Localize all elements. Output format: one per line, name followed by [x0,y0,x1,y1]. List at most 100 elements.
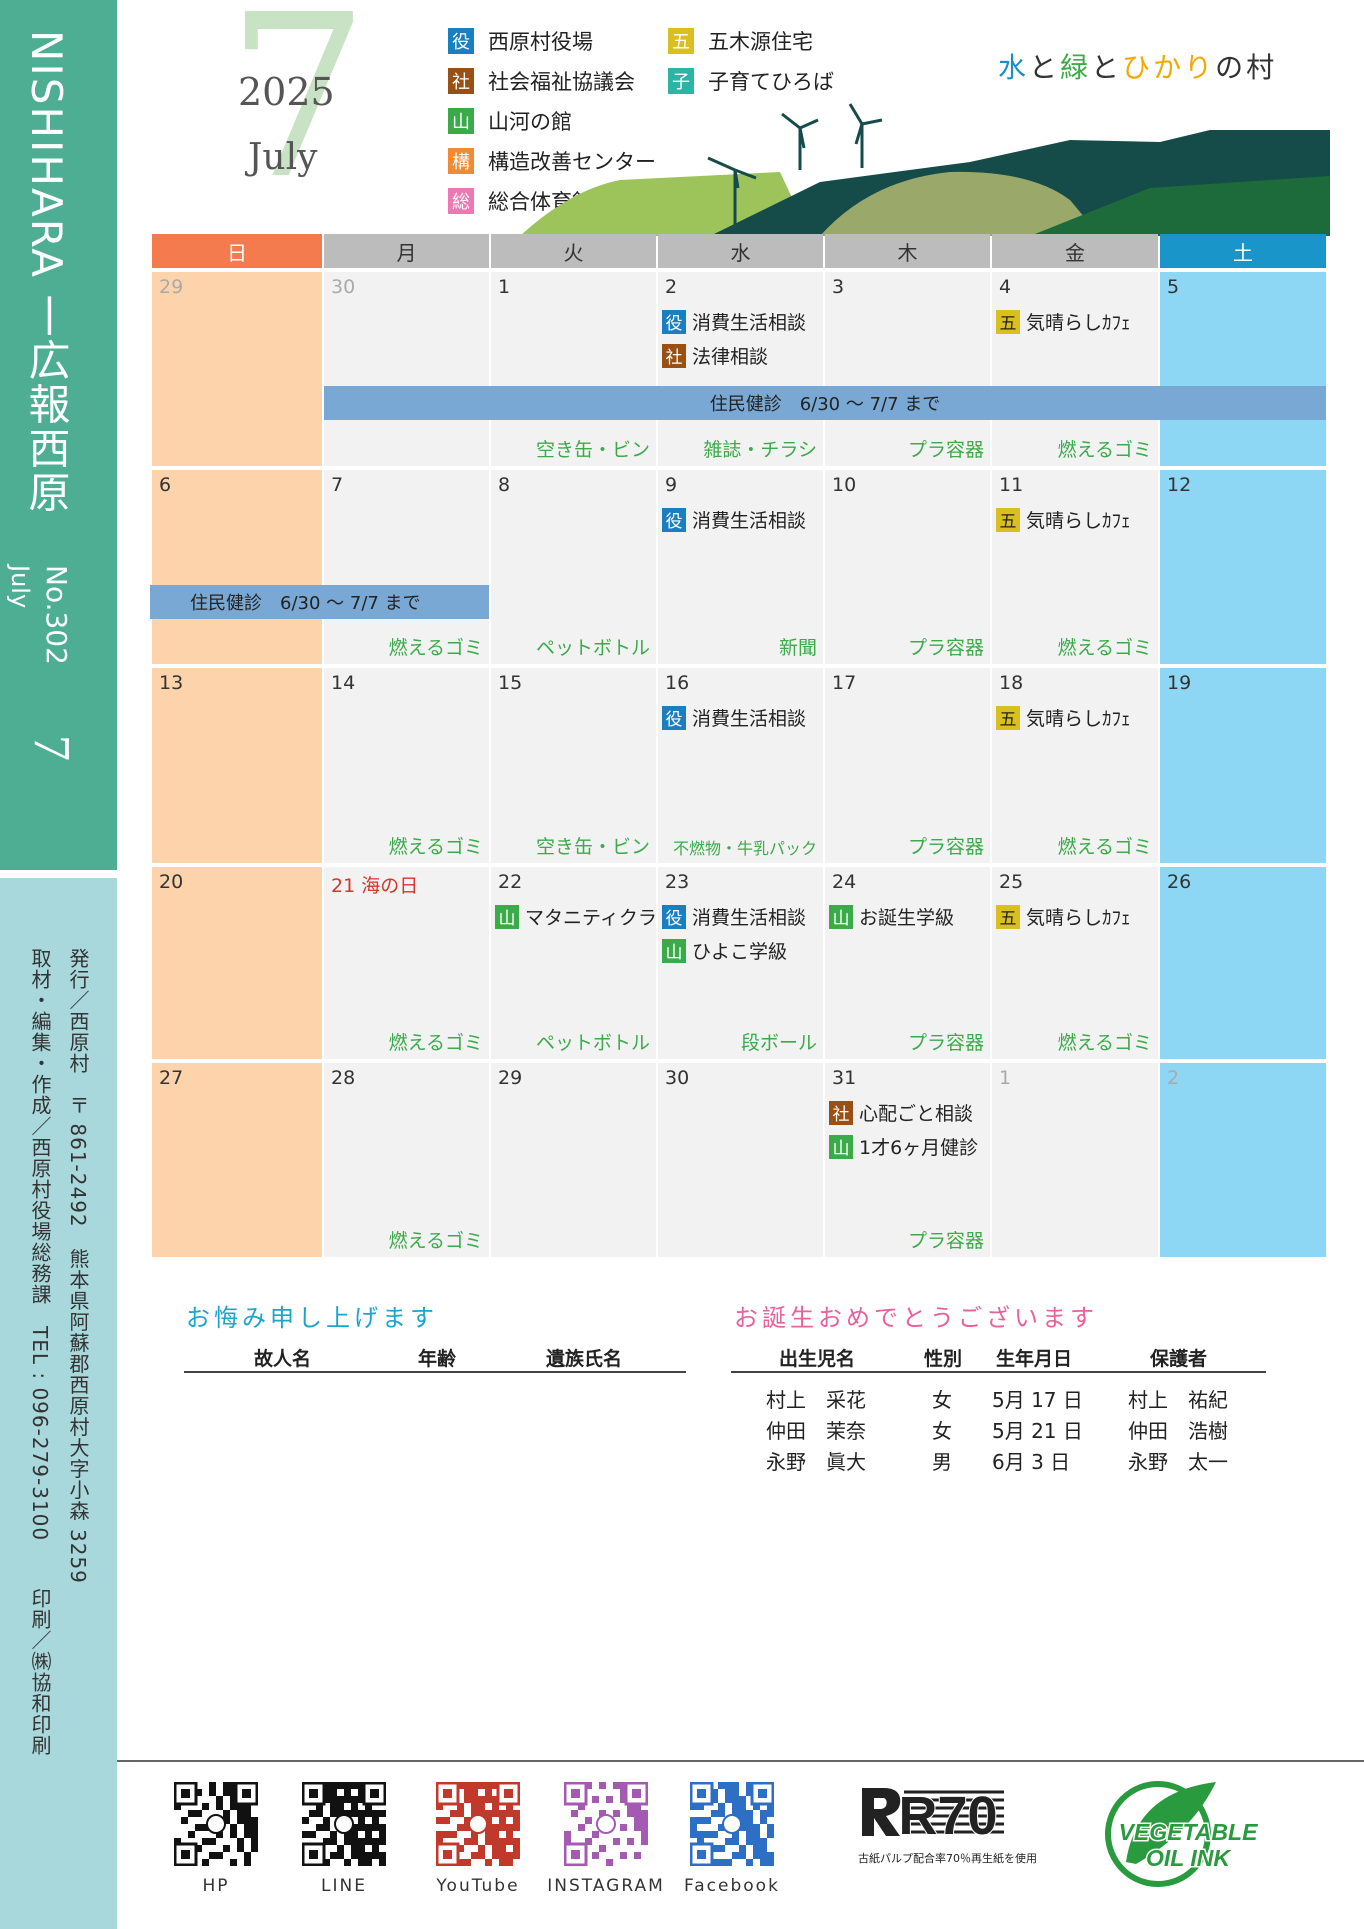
garbage-day-label: ペットボトル [535,1032,650,1054]
event-title: 法律相談 [692,346,769,368]
garbage-day-label: プラ容器 [907,836,984,858]
slogan-part: ひかり [1122,51,1216,84]
year-label: 2025 [238,70,335,114]
legend-label: 構造改善センター [488,150,656,174]
calendar-day: 30 [658,1063,823,1257]
day-number: 24 [832,871,857,893]
garbage-day-label: 段ボール [740,1032,817,1054]
day-number: 18 [999,672,1024,694]
event-item: 役消費生活相談 [662,506,806,533]
calendar-day: 19 [1160,668,1326,863]
calendar-day: 25 五気晴らしｶﾌｪ 燃えるゴミ [992,867,1158,1059]
condolence-rule [184,1371,686,1373]
birth-cell: 5月 21 日 [992,1419,1083,1443]
sidebar-month-number: 7 [23,735,80,761]
garbage-day-label: 不燃物・牛乳パック [672,839,817,858]
event-title: 消費生活相談 [692,708,807,730]
calendar-day: 13 [152,668,322,863]
garbage-day-label: 燃えるゴミ [1057,637,1152,659]
garbage-day-label: 燃えるゴミ [1057,439,1152,461]
qr-label[interactable]: HP [202,1876,230,1896]
qr-label[interactable]: INSTAGRAM [547,1876,665,1896]
condolence-title: お悔み申し上げます [186,1304,438,1332]
event-item: 山 1才6ヶ月健診 [829,1133,978,1160]
qr-code-line[interactable] [301,1781,387,1867]
qr-label[interactable]: LINE [321,1876,367,1896]
garbage-day-label: 空き缶・ビン [535,836,650,858]
calendar-day: 4 五気晴らしｶﾌｪ 燃えるゴミ [992,272,1158,466]
calendar-day: 7 燃えるゴミ [324,470,489,664]
legend-label: 西原村役場 [488,30,593,54]
qr-code-hp[interactable] [173,1781,259,1867]
day-number: 10 [832,474,857,496]
birth-header-birthday: 生年月日 [996,1348,1073,1370]
sidebar-title-band [0,0,117,870]
garbage-day-label: 燃えるゴミ [388,637,483,659]
birth-cell: 5月 17 日 [992,1388,1083,1412]
day-number: 2 [665,276,678,298]
calendar-day: 22 山マタニティクラスペットボトル [491,867,675,1059]
calendar-day: 27 [152,1063,322,1257]
day-number: 22 [498,871,523,893]
village-slogan: 水と緑とひかりの村 [998,46,1277,86]
qr-label[interactable]: Facebook [684,1876,780,1896]
calendar-day: 12 [1160,470,1326,664]
event-item: 役消費生活相談 [662,308,806,335]
calendar-day: 15 空き缶・ビン [491,668,656,863]
weekday-header: 水 [658,234,823,268]
day-number: 14 [331,672,356,694]
veg-line1: VEGETABLE [1119,1819,1259,1845]
birth-cell: 村上 祐紀 [1128,1388,1228,1412]
day-number: 28 [331,1067,356,1089]
instagram-icon [596,1814,616,1834]
event-item: 役消費生活相談 [662,704,806,731]
birth-cell: 6月 3 日 [992,1450,1071,1474]
day-number: 16 [665,672,690,694]
sidebar-info-band [0,878,117,1929]
editor-contact: 取材・編集・作成／西原村役場総務課 TEL : 096-279-3100 [28,948,52,1542]
qr-code-youtube[interactable] [435,1781,521,1867]
event-item: 山マタニティクラス [495,903,675,930]
weekday-header: 月 [324,234,489,268]
weekday-header: 火 [491,234,656,268]
calendar-day: 31 社心配ごと相談山 1才6ヶ月健診 プラ容器 [825,1063,990,1257]
event-title: 消費生活相談 [692,312,807,334]
qr-code-facebook[interactable] [689,1781,775,1867]
event-title: 消費生活相談 [692,907,807,929]
condolence-header-age: 年齢 [418,1348,457,1370]
calendar-day: 24 山お誕生学級 プラ容器 [825,867,990,1059]
calendar-day: 29 [152,272,322,466]
day-number: 17 [832,672,857,694]
day-number: 13 [159,672,184,694]
legend-badge: 役 [448,28,474,54]
garbage-day-label: 空き缶・ビン [535,439,650,461]
qr-code-instagram[interactable] [563,1781,649,1867]
birth-cell: 村上 采花 [766,1388,866,1412]
birth-cell: 女 [932,1388,952,1412]
calendar-day: 21 海の日 燃えるゴミ [324,867,489,1059]
event-facility-badge: 山 [829,904,853,929]
issue-number: No.302 [40,565,73,665]
day-number: 25 [999,871,1024,893]
legend-item: 子子育てひろば [668,66,834,96]
legend-badge: 社 [448,68,474,94]
event-facility-badge: 役 [662,904,686,929]
day-number: 27 [159,1067,184,1089]
event-facility-badge: 役 [662,507,686,532]
event-title: 気晴らしｶﾌｪ [1026,708,1131,730]
garbage-day-label: ペットボトル [535,637,650,659]
veg-line2: OIL INK [1146,1845,1231,1871]
calendar-day: 6 [152,470,322,664]
birth-cell: 仲田 浩樹 [1128,1419,1228,1443]
birth-cell: 女 [932,1419,952,1443]
slogan-part: と [1091,51,1123,84]
day-number: 5 [1167,276,1180,298]
health-checkup-bar: 住民健診 6/30 ～ 7/7 まで [324,386,1326,420]
legend-item: 社社会福祉協議会 [448,66,635,96]
event-facility-badge: 山 [495,904,519,929]
calendar-day: 18 五気晴らしｶﾌｪ 燃えるゴミ [992,668,1158,863]
event-facility-badge: 山 [829,1134,853,1159]
slogan-part: 緑 [1060,51,1092,84]
day-number: 31 [832,1067,857,1089]
qr-label[interactable]: YouTube [436,1876,520,1896]
